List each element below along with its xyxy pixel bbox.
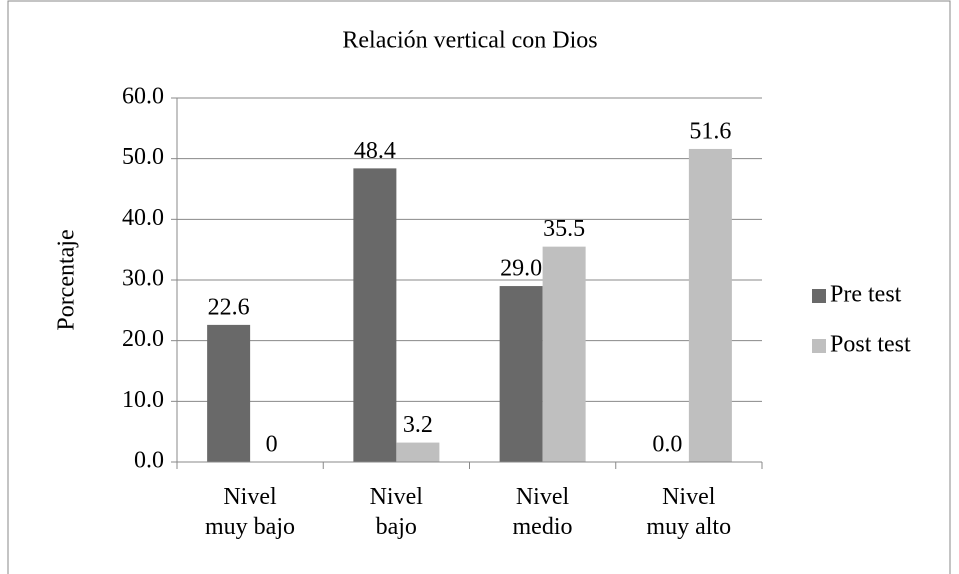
y-tick-label: 20.0	[122, 326, 164, 352]
data-label: 22.6	[208, 294, 250, 320]
legend-swatch	[812, 289, 826, 303]
data-label: 35.5	[543, 216, 585, 242]
chart-border	[7, 0, 951, 574]
bar	[688, 148, 732, 462]
bar	[499, 286, 543, 462]
x-tick-label: Nivel muy bajo	[205, 484, 295, 540]
y-tick-label: 40.0	[122, 205, 164, 231]
y-tick-label: 10.0	[122, 387, 164, 413]
legend-swatch	[812, 339, 826, 353]
bar	[353, 168, 397, 462]
x-tick-label: Nivel bajo	[369, 484, 423, 540]
y-axis-label: Porcentaje	[54, 229, 80, 330]
legend-label: Post test	[830, 332, 911, 358]
data-label: 0.0	[652, 432, 682, 458]
data-label: 0	[266, 432, 278, 458]
bar	[542, 246, 586, 462]
chart-title: Relación vertical con Dios	[342, 28, 597, 54]
y-tick-label: 0.0	[134, 448, 164, 474]
data-label: 51.6	[689, 118, 731, 144]
bar	[396, 442, 440, 462]
y-tick-label: 30.0	[122, 266, 164, 292]
y-tick-label: 60.0	[122, 84, 164, 110]
x-tick-label: Nivel medio	[512, 484, 573, 540]
y-tick-label: 50.0	[122, 144, 164, 170]
data-label: 3.2	[403, 412, 433, 438]
data-label: 48.4	[354, 138, 396, 164]
x-tick-label: Nivel muy alto	[646, 484, 732, 540]
data-label: 29.0	[500, 256, 542, 282]
bar	[207, 324, 251, 462]
legend-label: Pre test	[830, 282, 902, 308]
